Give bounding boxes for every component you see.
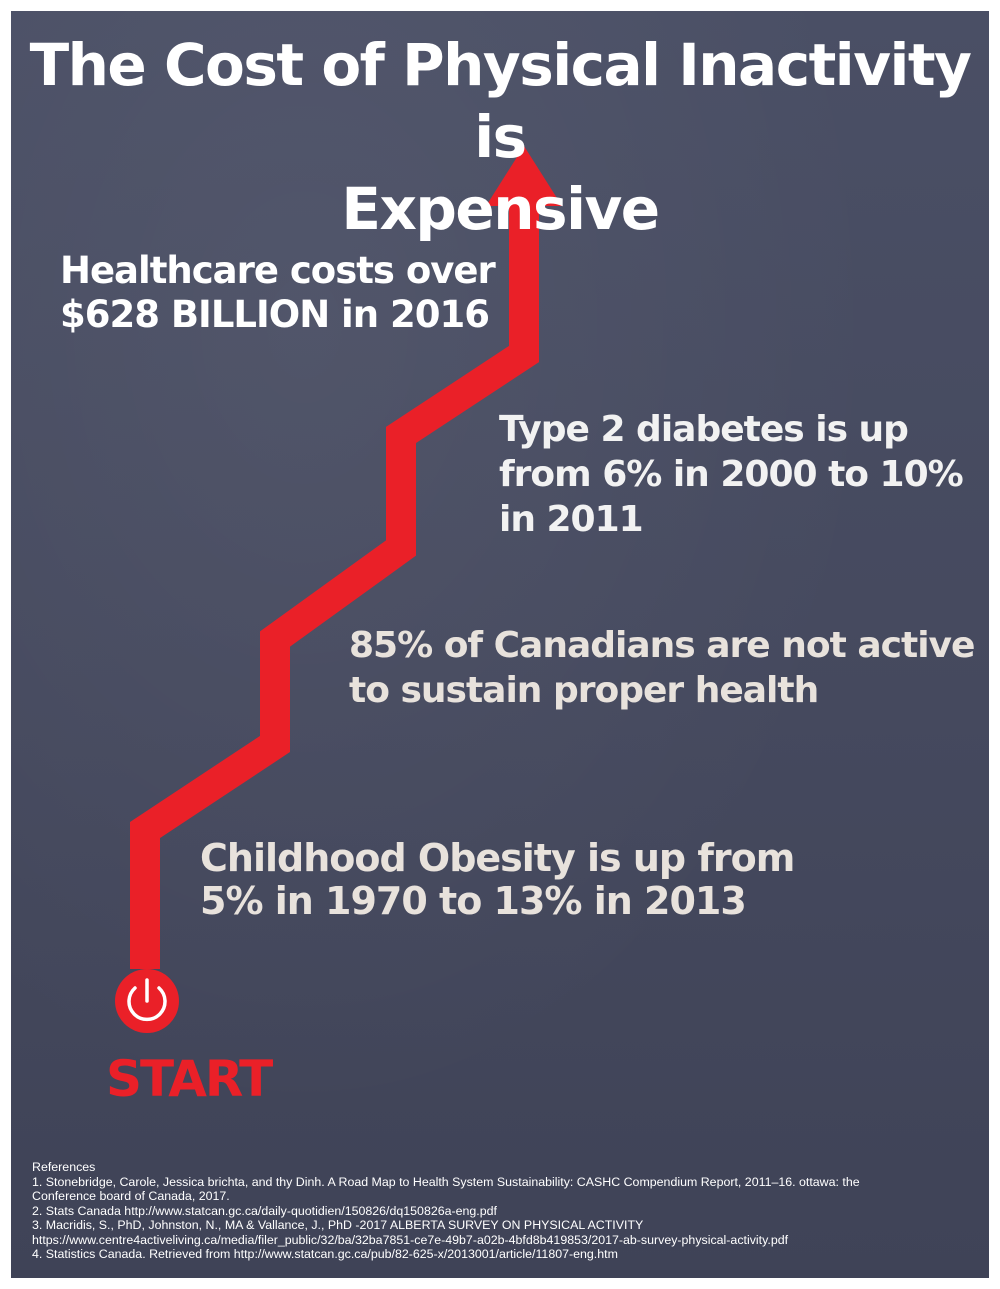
inactivity-stat: 85% of Canadians are not active to susta… (349, 623, 975, 713)
infographic-board: The Cost of Physical Inactivity is Expen… (11, 11, 989, 1278)
reference-item: Conference board of Canada, 2017. (32, 1189, 230, 1203)
stat-line: Type 2 diabetes is up (499, 409, 909, 450)
childhood-obesity-stat: Childhood Obesity is up from 5% in 1970 … (200, 836, 795, 923)
title-line-2: Expensive (341, 175, 660, 243)
title-line-1: The Cost of Physical Inactivity is (29, 31, 972, 171)
stat-line: to sustain proper health (349, 670, 819, 711)
stat-line: 5% in 1970 to 13% in 2013 (200, 879, 747, 923)
stat-line: Healthcare costs over (60, 249, 496, 292)
stat-line: from 6% in 2000 to 10% (499, 454, 964, 495)
reference-item: 2. Stats Canada http://www.statcan.gc.ca… (32, 1203, 497, 1218)
stat-line: Childhood Obesity is up from (200, 836, 795, 880)
progress-path-line (130, 201, 539, 969)
references-heading: References (32, 1160, 96, 1174)
power-icon (115, 969, 179, 1033)
arrow-up-icon (486, 146, 562, 206)
diabetes-stat: Type 2 diabetes is up from 6% in 2000 to… (499, 407, 964, 542)
stat-line: in 2011 (499, 499, 644, 540)
reference-item: 4. Statistics Canada. Retrieved from htt… (32, 1247, 618, 1261)
healthcare-cost-stat: Healthcare costs over $628 BILLION in 20… (60, 249, 496, 337)
page-title: The Cost of Physical Inactivity is Expen… (11, 29, 989, 245)
stat-line: 85% of Canadians are not active (349, 625, 975, 666)
stat-line: $628 BILLION in 2016 (60, 293, 490, 336)
reference-item: 1. Stonebridge, Carole, Jessica brichta,… (32, 1174, 860, 1189)
references-section: References 1. Stonebridge, Carole, Jessi… (32, 1160, 989, 1262)
start-label: START (106, 1050, 273, 1108)
reference-item: 3. Macridis, S., PhD, Johnston, N., MA &… (32, 1218, 644, 1232)
reference-item: https://www.centre4activeliving.ca/media… (32, 1232, 789, 1247)
progress-path-graphic (115, 146, 562, 1033)
